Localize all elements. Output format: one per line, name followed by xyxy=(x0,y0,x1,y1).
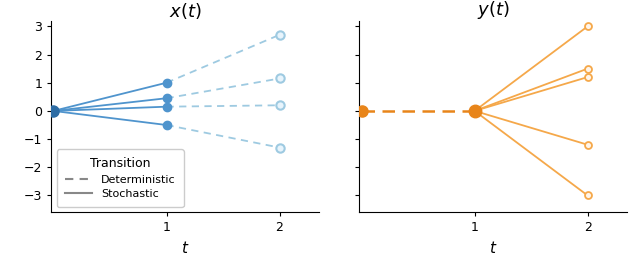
Legend: Deterministic, Stochastic: Deterministic, Stochastic xyxy=(57,149,184,207)
Title: $x(t)$: $x(t)$ xyxy=(169,1,202,20)
Title: $y(t)$: $y(t)$ xyxy=(477,0,509,21)
X-axis label: $t$: $t$ xyxy=(181,240,189,256)
X-axis label: $t$: $t$ xyxy=(489,240,497,256)
